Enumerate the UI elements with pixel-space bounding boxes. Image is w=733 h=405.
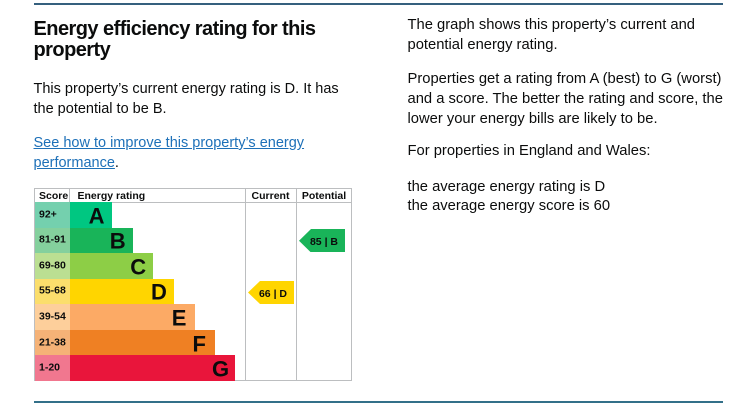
svg-text:85 | B: 85 | B: [310, 236, 338, 248]
svg-text:66 | D: 66 | D: [259, 288, 287, 300]
